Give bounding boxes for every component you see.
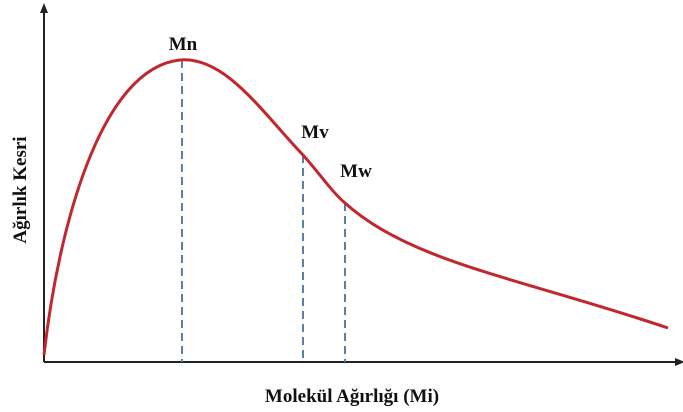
marker-label: Mw bbox=[340, 161, 372, 182]
marker-label: Mv bbox=[301, 122, 329, 143]
marker-label: Mn bbox=[169, 34, 198, 55]
y-axis-label: Ağırlık Kesri bbox=[10, 136, 31, 243]
distribution-curve bbox=[42, 58, 669, 356]
x-axis-label: Molekül Ağırlığı (Mi) bbox=[265, 386, 439, 407]
